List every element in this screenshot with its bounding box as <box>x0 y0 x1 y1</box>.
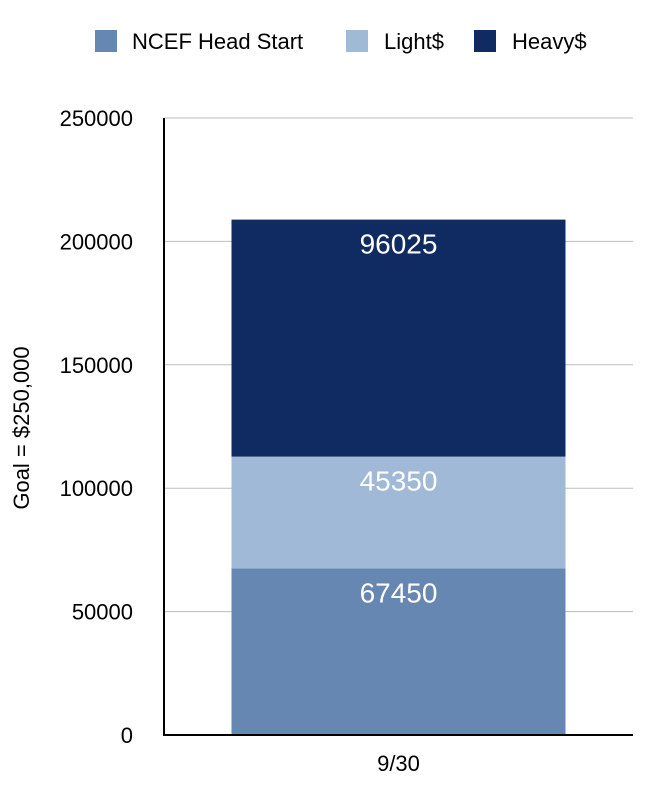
x-tick-labels: 9/30 <box>377 751 420 776</box>
y-tick-label: 100000 <box>60 476 133 501</box>
data-labels: 67450 45350 96025 <box>360 229 438 609</box>
y-tick-label: 200000 <box>60 229 133 254</box>
data-label: 45350 <box>360 466 438 497</box>
y-tick-label: 0 <box>121 723 133 748</box>
legend-swatch <box>346 30 368 52</box>
bars <box>231 219 566 735</box>
bar-segment <box>231 219 566 457</box>
legend-swatch <box>95 30 117 52</box>
x-tick-label: 9/30 <box>377 751 420 776</box>
y-axis-label: Goal = $250,000 <box>9 346 34 509</box>
y-tick-label: 250000 <box>60 106 133 131</box>
y-tick-labels: 0 50000 100000 150000 200000 250000 <box>60 106 133 748</box>
y-tick-label: 150000 <box>60 353 133 378</box>
bar-segment <box>231 456 566 569</box>
data-label: 67450 <box>360 578 438 609</box>
legend-swatch <box>474 30 496 52</box>
legend-label: Light$ <box>384 29 444 54</box>
data-label: 96025 <box>360 229 438 260</box>
legend-label: Heavy$ <box>512 29 587 54</box>
axes <box>163 118 633 736</box>
bar-segment <box>231 568 566 735</box>
y-tick-label: 50000 <box>72 600 133 625</box>
legend-label: NCEF Head Start <box>132 29 303 54</box>
legend: NCEF Head Start Light$ Heavy$ <box>95 29 587 54</box>
